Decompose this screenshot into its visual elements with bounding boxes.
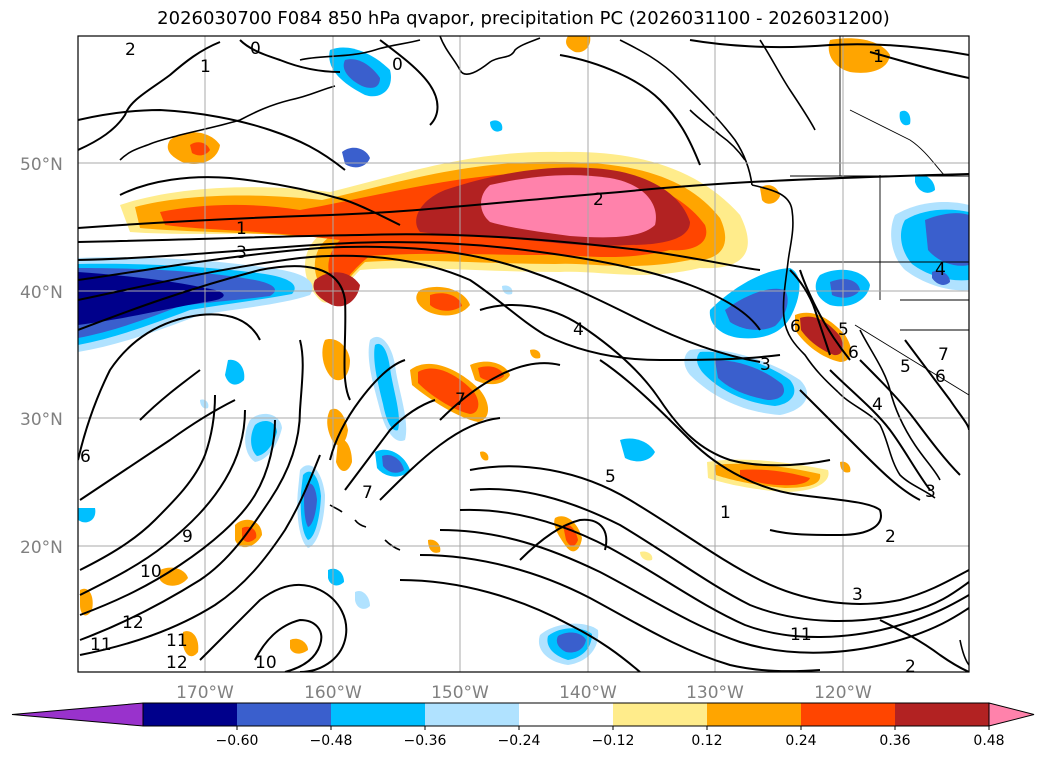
contour-label: 3	[760, 355, 771, 375]
precip-negative-california	[684, 268, 870, 415]
lon-label-160w: 160°W	[304, 683, 362, 703]
colorbar-segment	[613, 703, 708, 726]
colorbar-tick-label: 0.12	[691, 733, 722, 749]
contour-label: 11	[90, 635, 112, 655]
contour-label: 1	[873, 47, 884, 67]
map-frame	[77, 35, 970, 673]
colorbar-tick-label: −0.36	[404, 733, 447, 749]
lon-label-150w: 150°W	[431, 683, 489, 703]
contour-label: 3	[236, 243, 247, 263]
contour-label: 2	[593, 190, 604, 210]
contour-label: 2	[125, 40, 136, 60]
contour-label: 5	[838, 320, 849, 340]
map-area: 0 2 1 0 1 1 3 2 4 6 7 6 5 3 7 1 2 9 10 1…	[78, 36, 969, 677]
contour-label: 3	[852, 585, 863, 605]
lon-label-170w: 170°W	[176, 683, 234, 703]
colorbar-segment	[895, 703, 990, 726]
contour-label: 4	[872, 395, 883, 415]
precip-small-cells	[78, 36, 950, 665]
precip-negative-band-west	[78, 257, 313, 352]
contour-label: 2	[905, 657, 916, 677]
lat-label-20n: 20°N	[20, 538, 63, 558]
contour-label: 7	[362, 483, 373, 503]
colorbar-segment	[801, 703, 896, 726]
colorbar-tick-label: 0.36	[879, 733, 910, 749]
colorbar: −0.60 −0.48 −0.36 −0.24 −0.12 0.12 0.24 0.36 0.4…	[11, 702, 1035, 749]
colorbar-segment	[143, 703, 238, 726]
contour-label: 1	[200, 57, 211, 77]
lon-label-130w: 130°W	[686, 683, 744, 703]
contour-label: 1	[236, 219, 247, 239]
colorbar-tick-label: −0.12	[592, 733, 635, 749]
contour-label: 10	[140, 562, 162, 582]
contour-label: 6	[790, 317, 801, 337]
colorbar-tick-label: −0.60	[216, 733, 259, 749]
contour-label: 7	[455, 390, 466, 410]
contour-label: 0	[250, 39, 261, 59]
contour-label: 4	[573, 320, 584, 340]
contour-label: 5	[605, 467, 616, 487]
lat-label-40n: 40°N	[20, 283, 63, 303]
map-title: 2026030700 F084 850 hPa qvapor, precipit…	[157, 8, 890, 29]
contour-label: 12	[166, 653, 188, 673]
graticule	[78, 36, 969, 672]
colorbar-segment	[707, 703, 802, 726]
colorbar-tick-label: 0.24	[785, 733, 816, 749]
colorbar-tick-label: −0.48	[310, 733, 353, 749]
lat-label-50n: 50°N	[20, 155, 63, 175]
lat-label-30n: 30°N	[20, 410, 63, 430]
contour-label: 0	[392, 55, 403, 75]
contour-label: 6	[848, 343, 859, 363]
contour-label: 4	[935, 260, 946, 280]
colorbar-extend-low	[11, 702, 144, 727]
contour-label: 9	[182, 527, 193, 547]
contour-labels: 0 2 1 0 1 1 3 2 4 6 7 6 5 3 7 1 2 9 10 1…	[80, 39, 949, 677]
colorbar-segment	[237, 703, 332, 726]
contour-label: 6	[80, 447, 91, 467]
colorbar-segment	[425, 703, 520, 726]
contour-label: 1	[720, 503, 731, 523]
colorbar-tick-label: 0.48	[973, 733, 1004, 749]
colorbar-tick-label: −0.24	[498, 733, 541, 749]
lon-label-120w: 120°W	[814, 683, 872, 703]
political-borders	[790, 36, 969, 396]
contour-label: 7	[938, 345, 949, 365]
contour-label: 10	[255, 653, 277, 673]
precip-negative-northeast	[891, 202, 969, 291]
contour-label: 11	[166, 631, 188, 651]
qvapor-contours	[78, 39, 969, 672]
contour-label: 12	[122, 613, 144, 633]
contour-label: 11	[790, 625, 812, 645]
contour-label: 3	[925, 482, 936, 502]
lon-label-140w: 140°W	[559, 683, 617, 703]
contour-label: 2	[885, 527, 896, 547]
colorbar-outline	[142, 702, 990, 727]
contour-label: 5	[900, 357, 911, 377]
colorbar-extend-high	[988, 702, 1035, 727]
colorbar-segment	[519, 703, 614, 726]
colorbar-segment	[331, 703, 426, 726]
contour-label: 6	[935, 367, 946, 387]
